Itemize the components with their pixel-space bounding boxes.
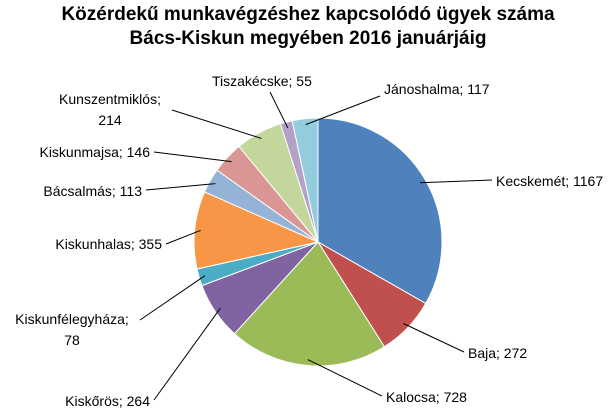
data-label: Jánoshalma; 117: [384, 81, 490, 97]
data-label: Kiskunmajsa; 146: [39, 144, 150, 160]
data-label: Kecskemét; 1167: [496, 173, 603, 189]
leader-line: [153, 307, 221, 401]
data-label: Tiszakécske; 55: [212, 73, 312, 89]
pie-slice: [233, 241, 386, 367]
data-label: Bácsalmás; 113: [43, 183, 142, 199]
pie-slice: [291, 117, 319, 243]
pie-slice: [193, 191, 320, 270]
data-label: Kunszentmiklós; 214: [59, 91, 161, 128]
leader-line: [139, 275, 206, 321]
data-label: Kiskőrös; 264: [65, 393, 150, 409]
leader-line: [145, 183, 216, 191]
pie-slice: [317, 117, 443, 305]
data-label: Baja; 272: [468, 345, 527, 361]
data-label: Kiskunhalas; 355: [55, 236, 162, 252]
leader-line: [269, 91, 289, 129]
leader-line: [165, 229, 201, 245]
chart-title: Közérdekű munkavégzéshez kapcsolódó ügye…: [61, 4, 555, 49]
leader-line: [307, 359, 383, 397]
leader-line: [305, 95, 381, 126]
leader-line: [420, 179, 493, 184]
data-label: Kiskunfélegyháza; 78: [15, 311, 129, 348]
leader-line: [403, 323, 465, 353]
leader-line: [153, 151, 232, 163]
leader-line: [171, 109, 262, 139]
data-label: Kalocsa; 728: [386, 389, 467, 405]
